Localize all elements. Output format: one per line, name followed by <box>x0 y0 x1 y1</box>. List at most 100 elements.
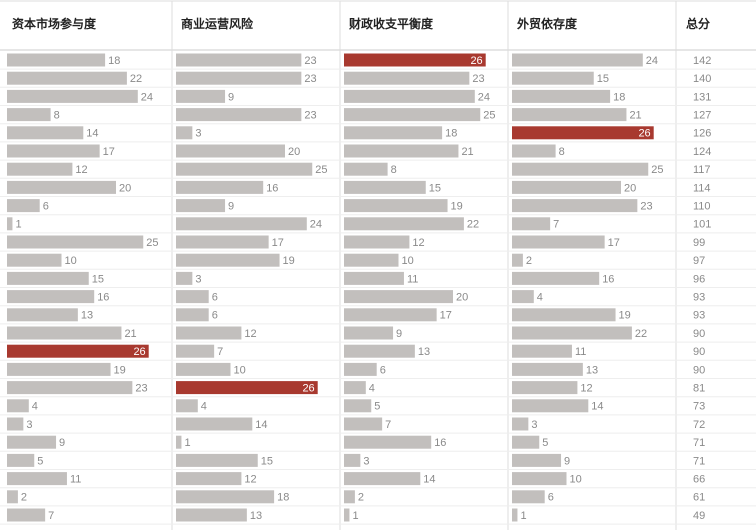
value-label: 3 <box>195 273 201 285</box>
value-label: 23 <box>640 201 652 213</box>
total-value: 71 <box>693 437 705 449</box>
value-label: 17 <box>272 237 284 249</box>
bar <box>344 508 350 522</box>
bar <box>512 381 578 395</box>
value-label: 8 <box>54 110 60 122</box>
value-label: 10 <box>234 364 246 376</box>
value-label: 14 <box>423 474 435 486</box>
value-label: 4 <box>32 401 38 413</box>
bar <box>176 217 307 231</box>
bar <box>512 199 638 213</box>
column-header: 商业运营风险 <box>181 16 254 31</box>
value-label: 24 <box>478 91 490 103</box>
total-value: 71 <box>693 455 705 467</box>
bar <box>512 235 605 249</box>
total-value: 99 <box>693 237 705 249</box>
bar <box>176 89 226 103</box>
value-label: 21 <box>461 146 473 158</box>
bar <box>512 89 611 103</box>
column-header: 资本市场参与度 <box>12 16 97 31</box>
bar <box>512 144 556 158</box>
bar <box>176 308 209 322</box>
value-label: 14 <box>255 419 267 431</box>
bar <box>512 453 562 467</box>
bar <box>7 308 78 322</box>
total-value: 101 <box>693 219 711 231</box>
bar <box>512 71 594 85</box>
total-value: 66 <box>693 474 705 486</box>
bar <box>344 235 410 249</box>
value-label: 15 <box>597 73 609 85</box>
value-label: 4 <box>369 383 375 395</box>
bar <box>7 162 73 176</box>
value-label: 12 <box>412 237 424 249</box>
total-value: 126 <box>693 128 711 140</box>
bar <box>7 126 84 140</box>
bar <box>512 162 649 176</box>
total-value: 49 <box>693 510 705 522</box>
bar <box>7 472 67 486</box>
total-value: 93 <box>693 292 705 304</box>
value-label: 15 <box>92 273 104 285</box>
bar <box>176 235 269 249</box>
bar <box>176 108 302 122</box>
bar <box>344 199 448 213</box>
bar <box>7 326 122 340</box>
value-label: 1 <box>520 510 526 522</box>
value-label: 13 <box>418 346 430 358</box>
bar <box>176 162 313 176</box>
value-label: 3 <box>531 419 537 431</box>
bar <box>7 290 95 304</box>
value-label: 14 <box>86 128 98 140</box>
value-label: 2 <box>21 492 27 504</box>
bar <box>176 453 258 467</box>
bar <box>176 271 193 285</box>
bar <box>344 162 388 176</box>
value-label: 11 <box>575 346 586 358</box>
total-value: 142 <box>693 55 711 67</box>
value-label: 1 <box>184 437 190 449</box>
value-label: 6 <box>212 310 218 322</box>
value-label: 20 <box>456 292 468 304</box>
bar <box>344 472 421 486</box>
value-label: 23 <box>135 383 147 395</box>
value-label: 24 <box>310 219 322 231</box>
value-label: 23 <box>472 73 484 85</box>
value-label: 9 <box>564 455 570 467</box>
total-value: 114 <box>693 182 711 194</box>
value-label: 4 <box>537 292 543 304</box>
total-value: 93 <box>693 310 705 322</box>
value-label: 8 <box>391 164 397 176</box>
value-label: 22 <box>130 73 142 85</box>
value-label: 5 <box>374 401 380 413</box>
bar <box>7 399 29 413</box>
bar <box>7 453 35 467</box>
bar <box>344 271 404 285</box>
value-label: 11 <box>407 273 418 285</box>
value-label: 14 <box>591 401 603 413</box>
column-header: 总分 <box>686 16 710 31</box>
bar <box>344 253 399 267</box>
bar <box>512 53 643 67</box>
total-value: 81 <box>693 383 705 395</box>
total-value: 96 <box>693 273 705 285</box>
value-label: 16 <box>97 292 109 304</box>
bar <box>512 399 589 413</box>
value-label: 5 <box>37 455 43 467</box>
value-label: 13 <box>250 510 262 522</box>
bar <box>512 290 534 304</box>
value-label: 2 <box>526 255 532 267</box>
bar <box>176 399 198 413</box>
bar <box>176 253 280 267</box>
column-header: 财政收支平衡度 <box>348 16 434 31</box>
value-label: 26 <box>470 55 482 67</box>
bar <box>7 490 18 504</box>
value-label: 23 <box>304 55 316 67</box>
bar <box>176 71 302 85</box>
value-label: 13 <box>586 364 598 376</box>
value-label: 10 <box>402 255 414 267</box>
value-label: 7 <box>48 510 54 522</box>
value-label: 19 <box>114 364 126 376</box>
value-label: 18 <box>445 128 457 140</box>
bar <box>176 144 285 158</box>
